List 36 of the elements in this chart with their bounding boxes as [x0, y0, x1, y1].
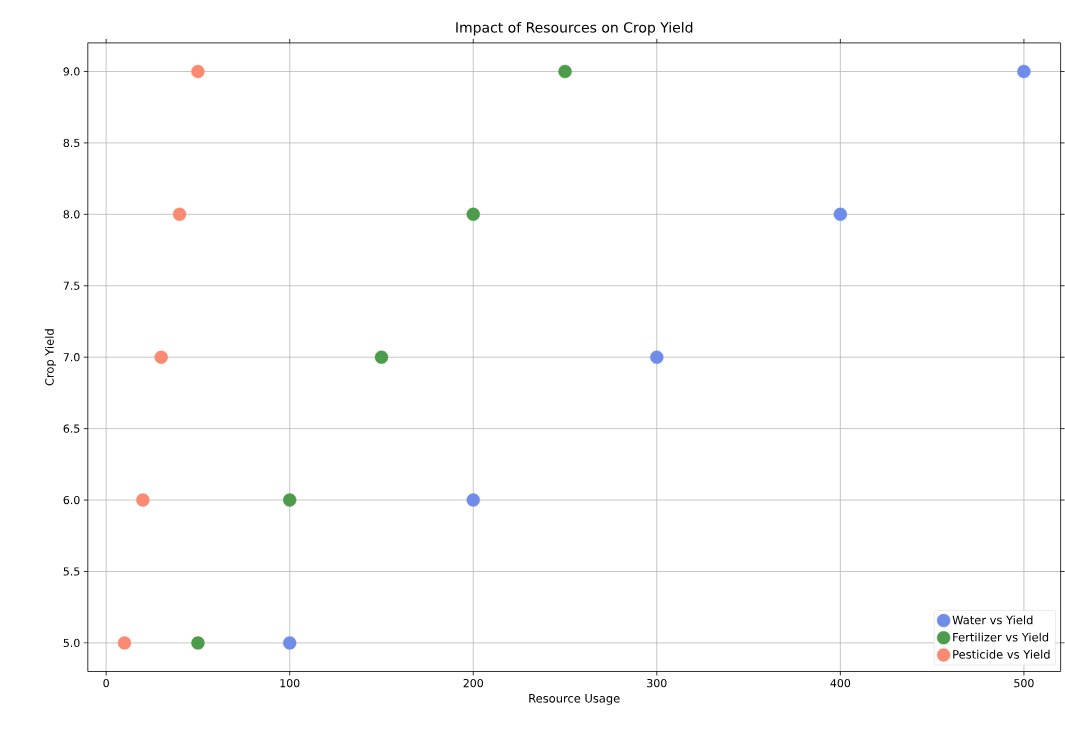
- y-tick-label: 8.5: [63, 138, 80, 147]
- point: [117, 636, 132, 650]
- y-tick-label: 6.5: [63, 424, 80, 433]
- x-tick-label: 500: [1014, 678, 1034, 688]
- x-tick-label: 200: [463, 678, 483, 688]
- x-tick-label: 300: [647, 678, 667, 688]
- point: [283, 493, 297, 507]
- point: [283, 636, 297, 650]
- y-axis-title: Crop Yield: [44, 329, 57, 386]
- y-tick-label: 5.0: [63, 638, 80, 647]
- point: [172, 207, 187, 221]
- y-tick-label: 8.0: [63, 210, 80, 219]
- legend-label: Pesticide vs Yield: [953, 649, 1050, 659]
- point: [833, 207, 848, 221]
- x-tick-label: 100: [280, 678, 300, 688]
- x-tick-label: 400: [830, 678, 851, 688]
- x-axis-title: Resource Usage: [529, 693, 620, 705]
- point: [191, 636, 205, 650]
- point: [650, 350, 664, 364]
- y-tick-label: 6.0: [63, 495, 80, 505]
- y-tick-label: 9.0: [63, 67, 80, 76]
- y-tick-label: 7.0: [63, 352, 80, 362]
- point: [1017, 64, 1031, 78]
- point: [466, 207, 480, 221]
- point: [558, 64, 572, 78]
- point: [191, 64, 205, 78]
- y-tick-label: 5.5: [63, 567, 80, 576]
- legend-label: Fertilizer vs Yield: [953, 632, 1049, 642]
- x-tick-label: 0: [103, 678, 109, 688]
- chart-title: Impact of Resources on Crop Yield: [456, 21, 693, 36]
- point: [136, 493, 150, 507]
- y-tick-label: 7.5: [63, 281, 80, 290]
- legend-label: Water vs Yield: [952, 615, 1033, 625]
- point: [154, 350, 168, 364]
- point: [374, 350, 389, 364]
- point: [466, 493, 480, 507]
